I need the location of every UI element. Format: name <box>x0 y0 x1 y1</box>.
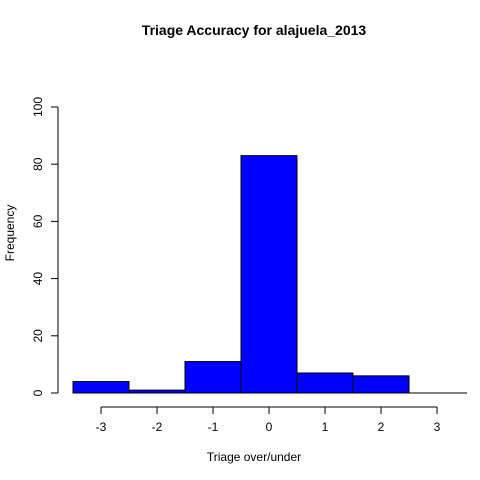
histogram-bar <box>296 372 354 394</box>
x-tick-label: -1 <box>208 420 219 434</box>
y-tick-label: 100 <box>31 97 45 117</box>
histogram-bar <box>72 381 130 394</box>
y-tick-label: 0 <box>31 389 45 396</box>
x-tick-label: 1 <box>322 420 329 434</box>
y-axis-label: Frequency <box>3 205 17 262</box>
x-tick-label: 2 <box>378 420 385 434</box>
bars-group <box>72 155 467 394</box>
histogram-bar <box>240 155 298 394</box>
x-tick-label: -3 <box>96 420 107 434</box>
x-tick-label: 0 <box>266 420 273 434</box>
y-tick-label: 20 <box>31 329 45 343</box>
y-axis: 0 20 40 60 80 100 <box>31 97 59 396</box>
y-tick-label: 80 <box>31 157 45 171</box>
x-tick-label: -2 <box>152 420 163 434</box>
y-tick-label: 60 <box>31 214 45 228</box>
x-tick-label: 3 <box>434 420 441 434</box>
histogram-bar <box>352 375 410 394</box>
x-axis: -3 -2 -1 0 1 2 3 <box>96 406 441 434</box>
y-tick-label: 40 <box>31 272 45 286</box>
chart-title: Triage Accuracy for alajuela_2013 <box>142 22 367 38</box>
histogram-bar <box>184 361 242 394</box>
x-axis-label: Triage over/under <box>207 450 301 464</box>
